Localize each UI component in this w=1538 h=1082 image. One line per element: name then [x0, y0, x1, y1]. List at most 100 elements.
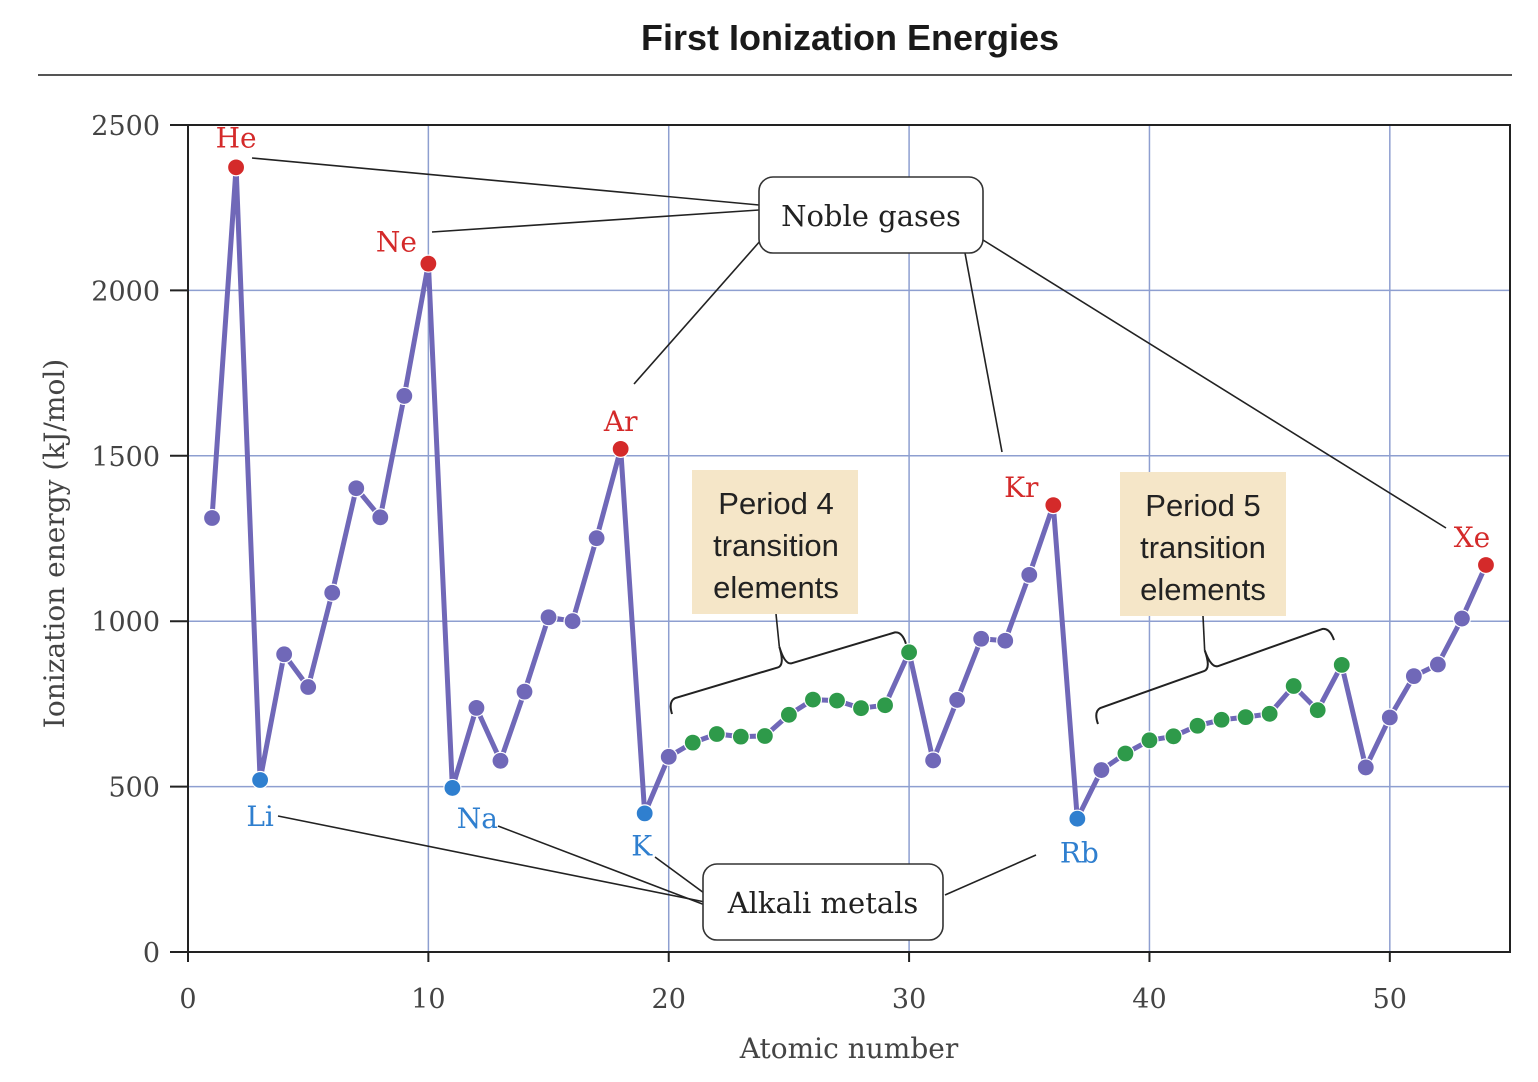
- other-point: [587, 529, 606, 548]
- ne-label: Ne: [376, 226, 417, 259]
- li-label: Li: [246, 800, 274, 833]
- title-group: First Ionization Energies: [38, 17, 1512, 76]
- callout-leader-line: [431, 209, 760, 233]
- other-point: [323, 583, 342, 602]
- other-point: [515, 682, 534, 701]
- transition-point: [1260, 704, 1279, 723]
- transition-point: [803, 690, 823, 709]
- period4-brace: [669, 631, 907, 715]
- x-tick-label: 10: [411, 984, 445, 1015]
- transition-point: [1212, 710, 1231, 729]
- other-point: [1428, 655, 1447, 674]
- other-point: [395, 386, 414, 406]
- callout-leader-line: [654, 856, 705, 894]
- transition-point: [851, 699, 871, 718]
- transition-point: [1236, 708, 1255, 727]
- noble-gases-callout: [758, 176, 984, 254]
- transition-point: [1308, 701, 1327, 720]
- callout-leaders: [251, 157, 1447, 906]
- x-tick-label: 50: [1373, 984, 1407, 1015]
- x-tick-label: 30: [892, 984, 926, 1015]
- x-axis-label: Atomic number: [739, 1032, 959, 1065]
- other-point: [948, 690, 967, 710]
- period4-connector: [775, 613, 781, 647]
- other-point: [467, 698, 486, 717]
- he-noble-point: [226, 158, 246, 177]
- y-tick-label: 500: [108, 773, 160, 804]
- period5-connector: [1202, 615, 1206, 651]
- period4-label-line: elements: [713, 570, 839, 605]
- y-axis-label: Ionization energy (kJ/mol): [38, 359, 71, 728]
- other-point: [371, 508, 390, 527]
- other-point: [1092, 760, 1111, 780]
- transition-point: [827, 691, 847, 710]
- callout-leader-line: [964, 252, 1003, 453]
- period4-label-box: [692, 470, 858, 614]
- other-point: [563, 612, 582, 631]
- x-tick-label: 20: [652, 984, 686, 1015]
- period4-label-line: Period 4: [718, 486, 833, 521]
- x-tick-label: 40: [1132, 984, 1166, 1015]
- chart-title: First Ionization Energies: [641, 17, 1059, 58]
- xe-noble-point: [1476, 555, 1496, 575]
- li-alkali-point: [251, 770, 270, 790]
- other-point: [1452, 609, 1472, 628]
- ar-noble-point: [611, 439, 630, 458]
- other-point: [299, 677, 318, 697]
- noble-gases-label: Noble gases: [781, 199, 961, 233]
- alkali-metals-callout: [702, 863, 944, 941]
- k-alkali-point: [635, 804, 654, 823]
- transition-point: [683, 733, 702, 752]
- callout-leader-line: [944, 854, 1037, 896]
- period5-label-line: transition: [1140, 530, 1266, 565]
- period5-label-line: Period 5: [1145, 488, 1260, 523]
- na-alkali-point: [443, 778, 462, 798]
- period5-brace: [1095, 627, 1335, 725]
- other-point: [491, 751, 510, 770]
- transition-point: [731, 727, 750, 746]
- k-label: K: [631, 829, 653, 862]
- callout-leader-line: [277, 815, 706, 903]
- he-label: He: [216, 121, 257, 154]
- y-tick-label: 1500: [91, 442, 160, 473]
- transition-point: [755, 726, 774, 746]
- callout-leader-line: [251, 157, 760, 206]
- y-tick-label: 0: [143, 938, 160, 969]
- rb-alkali-point: [1068, 809, 1087, 828]
- period4-label-line: transition: [713, 528, 839, 563]
- kr-noble-point: [1044, 495, 1063, 515]
- other-point: [972, 629, 991, 648]
- callout-leader-line: [633, 239, 762, 385]
- other-point: [539, 608, 558, 627]
- other-point: [275, 645, 294, 664]
- transition-point: [1140, 731, 1159, 750]
- plot-frame: [187, 124, 1511, 953]
- callout-boxes: Noble gases Alkali metals: [702, 176, 984, 941]
- y-tick-label: 1000: [91, 607, 160, 638]
- y-tick-label: 2500: [91, 111, 160, 142]
- rb-label: Rb: [1060, 837, 1099, 870]
- transition-point: [875, 696, 895, 715]
- other-point: [996, 631, 1015, 650]
- na-label: Na: [457, 802, 498, 835]
- other-point: [202, 508, 222, 528]
- transition-point: [1332, 655, 1351, 674]
- period5-label-line: elements: [1140, 572, 1266, 607]
- other-point: [1020, 565, 1039, 584]
- other-point: [659, 747, 678, 766]
- period-braces: [669, 627, 1335, 725]
- other-point: [1404, 667, 1423, 686]
- alkali-metals-label: Alkali metals: [727, 886, 919, 920]
- other-point: [924, 751, 943, 770]
- callout-leader-line: [497, 825, 706, 906]
- x-tick-label: 0: [179, 984, 196, 1015]
- transition-point: [1164, 727, 1183, 746]
- kr-label: Kr: [1004, 471, 1039, 504]
- transition-point: [707, 724, 726, 744]
- other-point: [347, 479, 366, 498]
- ar-label: Ar: [603, 405, 638, 438]
- y-tick-label: 2000: [91, 276, 160, 307]
- xe-label: Xe: [1454, 521, 1491, 554]
